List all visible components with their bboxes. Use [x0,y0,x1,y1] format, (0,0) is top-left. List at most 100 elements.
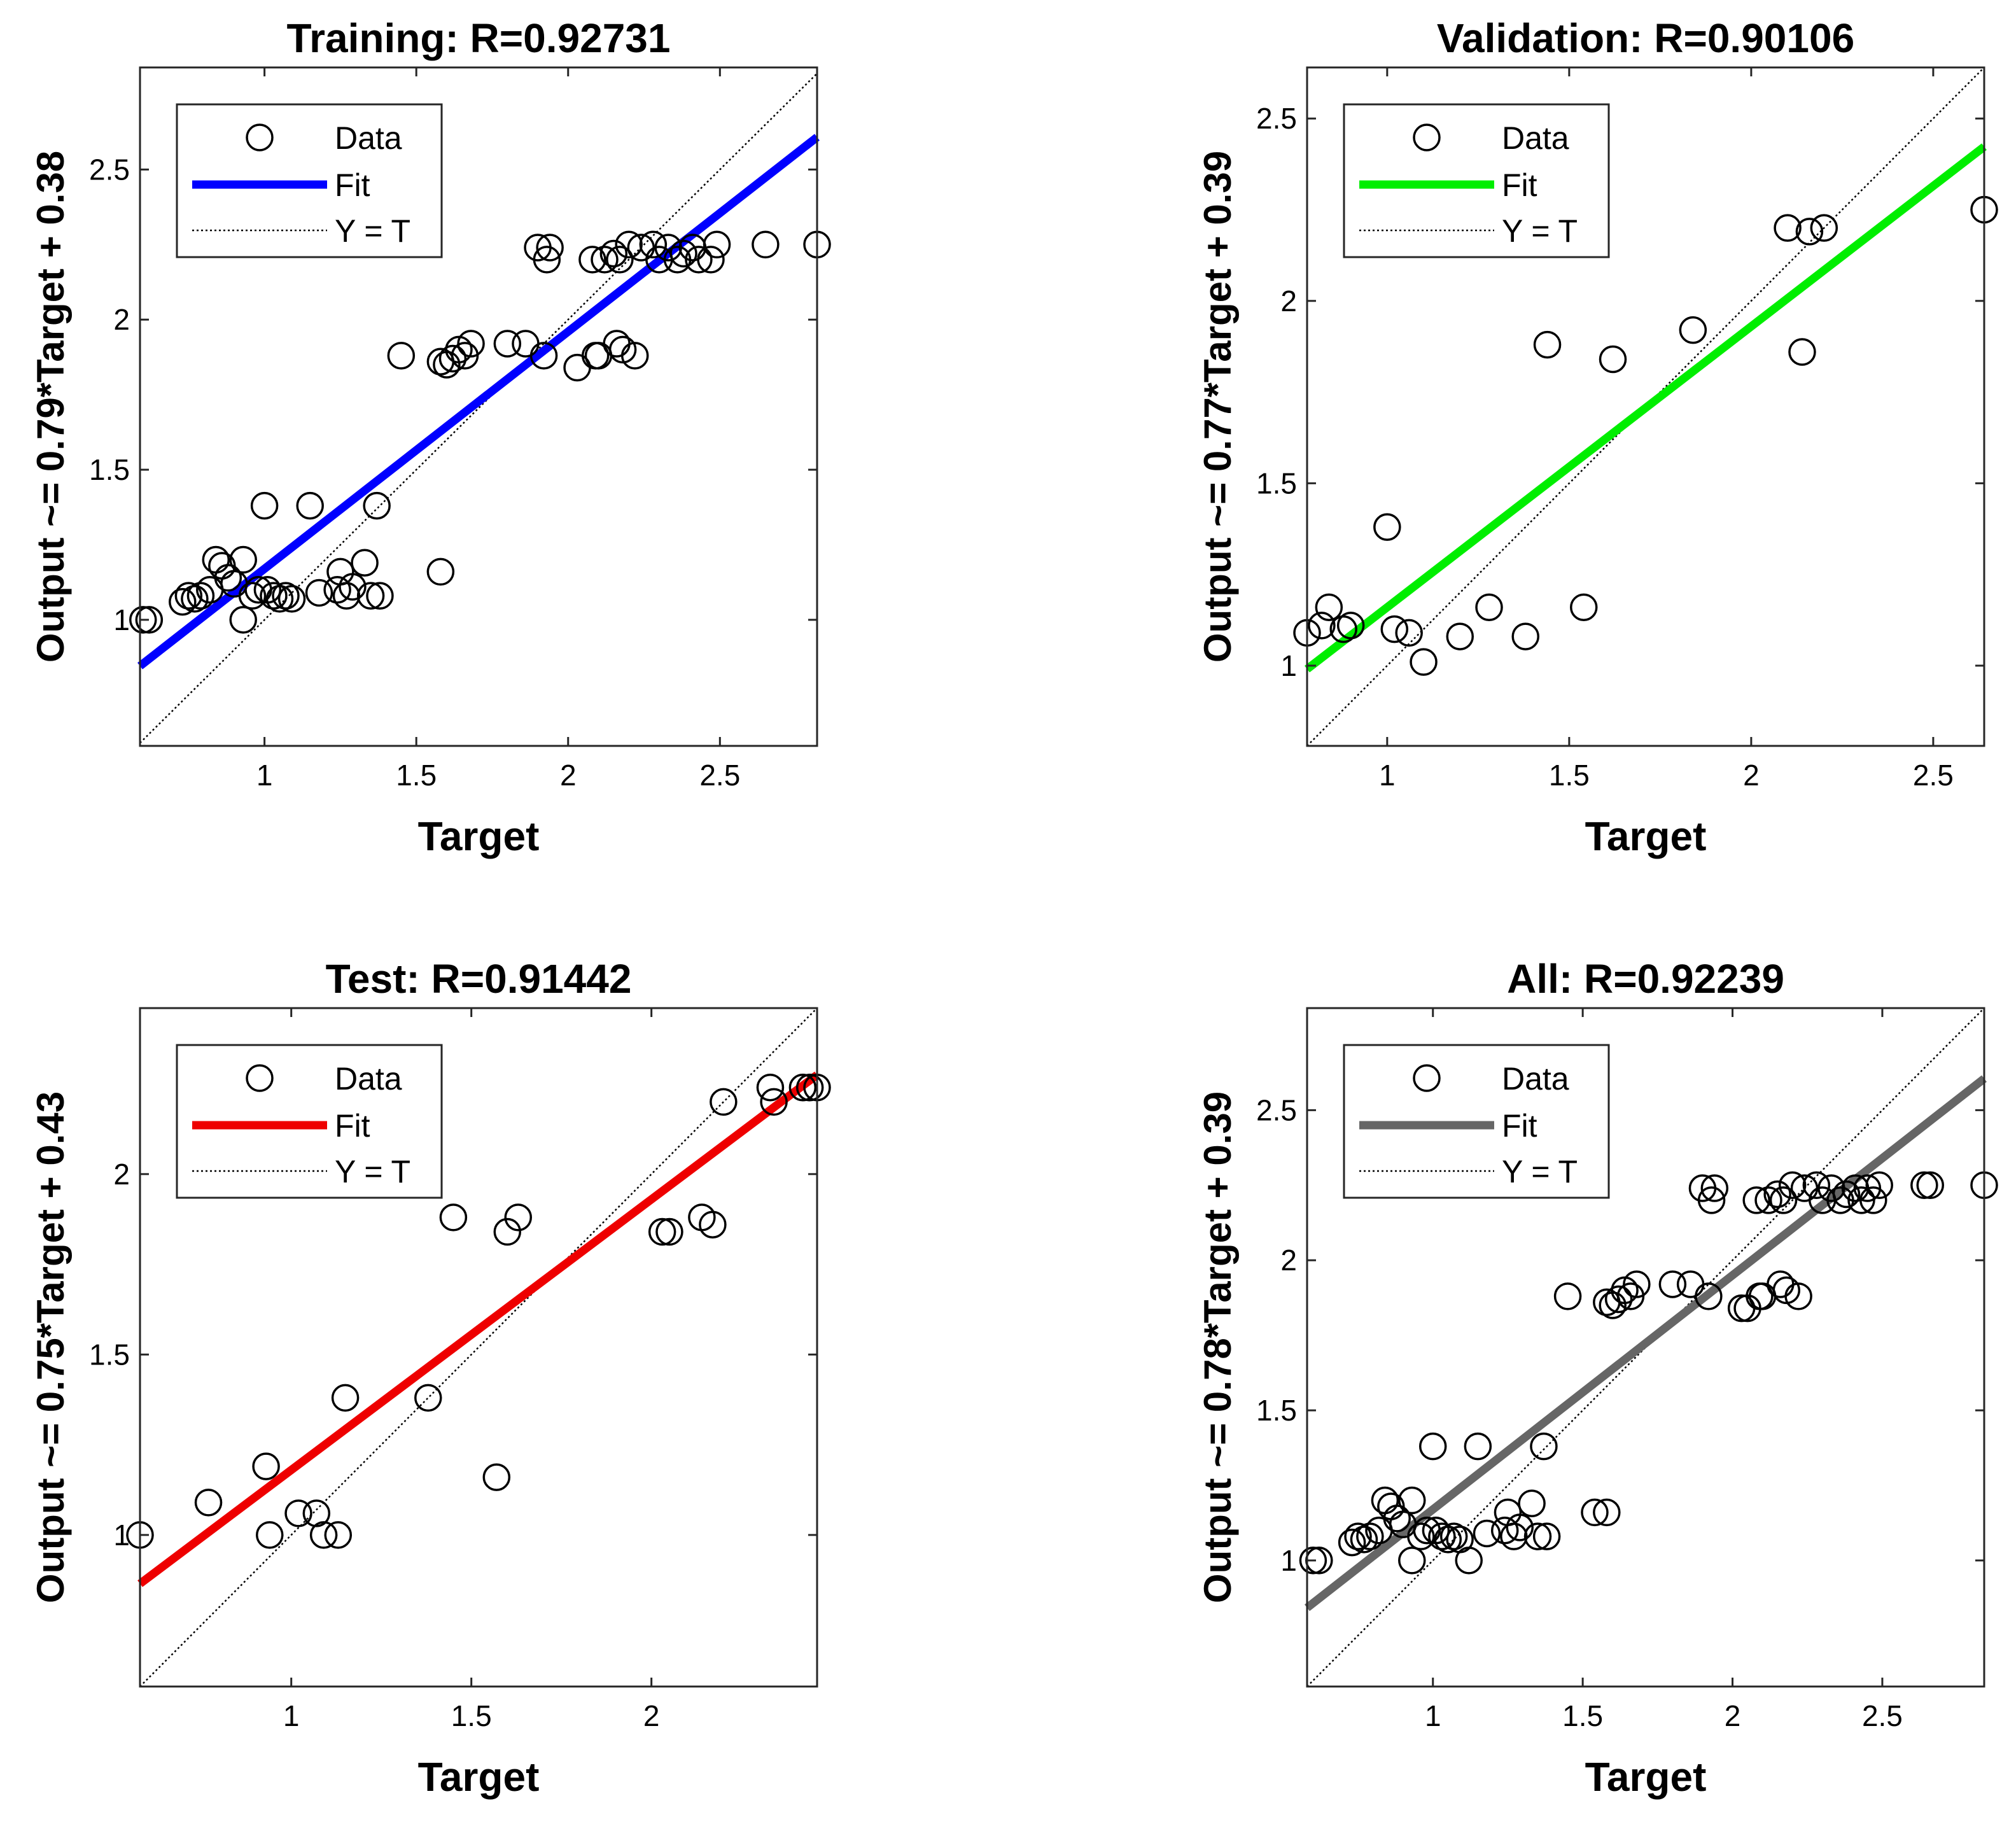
data-point [229,545,257,574]
axes-frame-test [139,1007,818,1688]
data-point [1763,1180,1791,1209]
x-tick-label: 2.5 [699,759,740,792]
legend-identity-label: Y = T [335,1154,410,1189]
axes-frame-all [1306,1007,1985,1688]
data-point [599,239,628,268]
x-tick-label: 1.5 [1562,1699,1603,1732]
data-point [1910,1171,1938,1200]
data-point [1344,1522,1372,1550]
data-point [252,1452,280,1480]
data-point [265,585,294,613]
legend-all: Data Fit Y = T [1343,1044,1610,1199]
data-point [1439,1522,1468,1550]
y-tick-label: 2.5 [1256,102,1297,135]
identity-line [139,73,818,744]
x-tick-label: 1 [283,1699,300,1732]
data-point [493,1217,522,1246]
x-tick-label: 1.5 [451,1699,492,1732]
data-point [1518,1489,1546,1518]
data-point [1802,1171,1831,1200]
data-point [615,230,643,259]
data-point [1865,1171,1893,1200]
data-point [1490,1516,1519,1545]
legend-data-label: Data [1502,120,1569,156]
data-point [493,330,522,358]
data-point [1511,622,1539,650]
data-point [238,582,267,610]
y-axis-label-training: Output ~= 0.79*Target + 0.38 [29,151,72,663]
data-point [1418,1432,1447,1461]
data-point [1832,1180,1861,1209]
legend-fit-label: Fit [335,1108,370,1144]
data-point [482,1463,511,1491]
data-point [669,239,697,268]
y-tick-label: 1 [1280,1544,1297,1577]
data-point [181,585,209,613]
data-point [1795,218,1824,246]
y-tick-label: 1 [113,603,130,636]
data-point [760,1088,788,1116]
x-tick-label: 1.5 [1549,759,1590,792]
y-tick-label: 1.5 [89,453,130,486]
x-axis-label-test: Target [418,1754,540,1800]
legend-training: Data Fit Y = T [176,103,443,258]
x-axis-label-all: Target [1585,1754,1707,1800]
data-point [331,1384,360,1412]
data-point [685,246,713,274]
data-point [214,564,242,592]
y-tick-label: 1.5 [1256,467,1297,500]
legend-data-label: Data [335,120,402,156]
data-point [1434,1526,1462,1554]
panel-training: 1 1.5 2 2.5 1 1.5 2 2.5 Training: R=0.92731 Tar… [29,15,831,859]
y-tick-label: 2.5 [89,153,130,186]
data-point [1395,619,1423,647]
data-point [1742,1186,1770,1214]
data-point [129,606,157,634]
data-point [174,582,203,610]
y-tick-label: 2 [113,1158,130,1191]
legend-data-marker [246,123,274,151]
data-point [309,1521,338,1549]
legend-test: Data Fit Y = T [176,1044,443,1199]
identity-line [1306,1007,1985,1687]
y-tick-label: 2 [113,303,130,336]
plot-marks-all [1299,1007,1998,1687]
data-point [255,1521,284,1549]
data-point [788,1073,817,1102]
data-point [756,1073,785,1102]
legend-data-marker [1413,123,1441,151]
data-point [533,246,561,274]
y-tick-label: 2 [1280,284,1297,318]
panel-test: 1 1.5 2 1 1.5 2 Test: R=0.91442 Target Output… [29,956,831,1800]
x-tick-label: 1.5 [396,759,437,792]
data-point [1784,1282,1812,1310]
data-point [752,230,780,259]
legend-data-marker [246,1064,274,1092]
data-point [296,491,324,520]
data-point [351,549,379,577]
data-point [1769,1186,1798,1214]
chart-title-test: Test: R=0.91442 [326,956,632,1002]
data-point [332,582,361,610]
fit-line [137,1071,820,1587]
data-point [1581,1498,1609,1527]
y-axis-label-all: Output ~= 0.78*Target + 0.39 [1196,1091,1239,1603]
x-tick-label: 2 [1743,759,1760,792]
data-point [366,582,394,610]
data-point [1500,1522,1528,1550]
legend-fit-label: Fit [1502,167,1537,203]
data-point [356,582,385,610]
legend-data-label: Data [1502,1061,1569,1097]
data-point [1778,1171,1807,1200]
y-tick-label: 2 [1280,1244,1297,1277]
data-point [272,582,300,610]
y-axis-label-test: Output ~= 0.75*Target + 0.43 [29,1091,72,1603]
data-point [699,1210,727,1238]
data-point [606,246,634,274]
data-point [591,246,619,274]
data-point [648,1217,676,1246]
data-point [1299,1547,1327,1575]
data-point [260,582,288,610]
data-point [1754,1186,1782,1214]
chart-title-all: All: R=0.92239 [1507,956,1784,1002]
